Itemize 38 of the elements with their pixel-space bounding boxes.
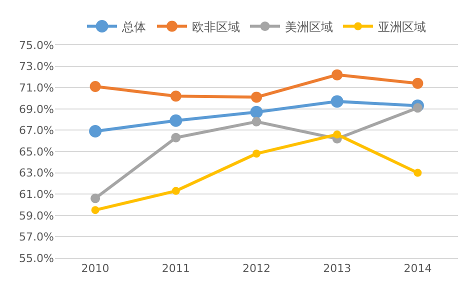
y-tick-label: 75.0% [19,38,54,52]
x-tick-label: 2010 [81,262,110,276]
y-tick-label: 61.0% [19,188,54,201]
legend-label: 亚洲区域 [378,20,426,34]
y-tick-label: 67.0% [19,124,54,138]
y-tick-label: 73.0% [19,60,54,74]
point [332,69,343,80]
y-tick-label: 65.0% [19,145,54,158]
legend-label: 欧非区域 [192,20,240,34]
point [412,103,422,113]
point [89,125,102,138]
point [252,150,260,158]
point [90,81,101,92]
y-tick-label: 57.0% [19,230,54,244]
point [170,114,182,127]
y-tick-label: 69.0% [19,102,54,116]
point [171,132,181,142]
x-tick-label: 2012 [242,262,270,276]
y-tick-label: 59.0% [19,209,54,222]
point [412,78,424,89]
y-tick-label: 55.0% [19,252,54,265]
point [250,106,263,118]
point [252,116,262,126]
x-tick-label: 2013 [323,262,352,276]
point [172,186,180,195]
y-tick-label: 63.0% [19,166,54,180]
x-tick-label: 2014 [404,262,432,276]
point [333,130,342,138]
point [414,168,422,177]
point [330,95,344,108]
x-tick-label: 2011 [162,262,190,276]
legend-label: 总体 [121,20,146,34]
point [251,92,262,103]
point [90,194,100,204]
legend-label: 美洲区域 [285,20,333,34]
point [91,206,100,214]
point [170,90,182,102]
y-tick-label: 71.0% [19,81,54,94]
